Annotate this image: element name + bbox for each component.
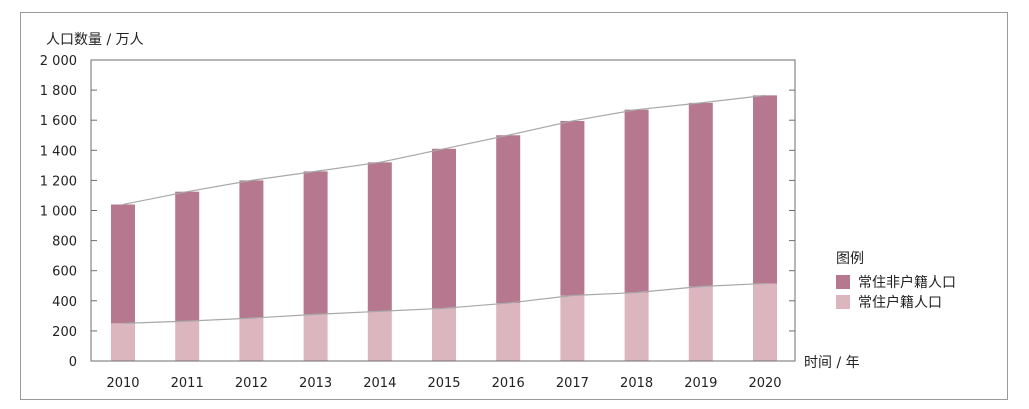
y-tick-label-600: 600	[52, 265, 77, 280]
y-tick-label-200: 200	[52, 325, 77, 340]
legend-label-0: 常住非户籍人口	[858, 274, 956, 291]
y-tick-label-1000: 1 000	[40, 205, 77, 220]
x-tick-label-2014: 2014	[363, 376, 396, 391]
bar-group	[111, 95, 777, 361]
bar-nonresident-2014	[367, 162, 392, 312]
x-tick-label-2015: 2015	[427, 376, 460, 391]
x-tick-label-2020: 2020	[748, 376, 781, 391]
legend-label-1: 常住户籍人口	[858, 294, 942, 311]
y-tick-label-1200: 1 200	[40, 174, 77, 189]
legend-swatch-1	[836, 295, 850, 309]
x-tick-label-2017: 2017	[556, 376, 589, 391]
x-tick-label-2011: 2011	[171, 376, 204, 391]
bar-resident-2012	[239, 318, 264, 361]
bar-nonresident-2018	[624, 109, 649, 293]
bar-resident-2014	[367, 311, 392, 361]
x-tick-label-2012: 2012	[235, 376, 268, 391]
y-tick-label-800: 800	[52, 235, 77, 250]
bar-resident-2016	[496, 303, 521, 361]
x-tick-label-2018: 2018	[620, 376, 653, 391]
x-tick-label-2016: 2016	[492, 376, 525, 391]
y-axis-ticks: 0 200 400 600 800 1 000 1 200 1 400 1 600 1 800 2 …	[40, 54, 795, 370]
bar-resident-2011	[175, 321, 200, 361]
x-tick-label-2013: 2013	[299, 376, 332, 391]
bar-resident-2020	[753, 283, 777, 361]
bar-nonresident-2016	[496, 135, 521, 304]
bar-resident-2013	[303, 314, 328, 361]
trend-lines	[122, 94, 766, 324]
bar-resident-2018	[624, 292, 649, 361]
x-axis-label: 时间 / 年	[804, 355, 860, 371]
y-tick-label-1800: 1 800	[40, 84, 77, 99]
bar-nonresident-2012	[239, 180, 264, 319]
bar-nonresident-2013	[303, 171, 328, 315]
x-tick-label-2010: 2010	[106, 376, 139, 391]
y-tick-label-2000: 2 000	[40, 54, 77, 69]
bar-nonresident-2010	[111, 204, 135, 324]
y-tick-label-1600: 1 600	[40, 114, 77, 129]
bar-nonresident-2020	[753, 95, 777, 284]
bar-resident-2015	[432, 308, 456, 361]
bar-nonresident-2017	[560, 120, 585, 296]
bar-resident-2010	[111, 323, 135, 361]
total-trend-line	[122, 94, 766, 206]
x-tick-label-2019: 2019	[684, 376, 717, 391]
legend-title: 图例	[836, 251, 864, 267]
x-axis-ticks: 2010 2011 2012 2013 2014 2015 2016 2017 2018 2019…	[106, 376, 781, 391]
resident-trend-line	[122, 282, 766, 324]
legend-swatch-0	[836, 275, 850, 289]
y-tick-label-1400: 1 400	[40, 144, 77, 159]
bar-nonresident-2011	[175, 191, 200, 322]
y-tick-label-400: 400	[52, 295, 77, 310]
bar-resident-2019	[688, 286, 713, 361]
y-axis-label: 人口数量 / 万人	[46, 32, 144, 48]
bar-resident-2017	[560, 295, 585, 361]
y-tick-label-0: 0	[69, 355, 77, 370]
bar-nonresident-2015	[432, 148, 456, 309]
bar-nonresident-2019	[688, 102, 713, 287]
